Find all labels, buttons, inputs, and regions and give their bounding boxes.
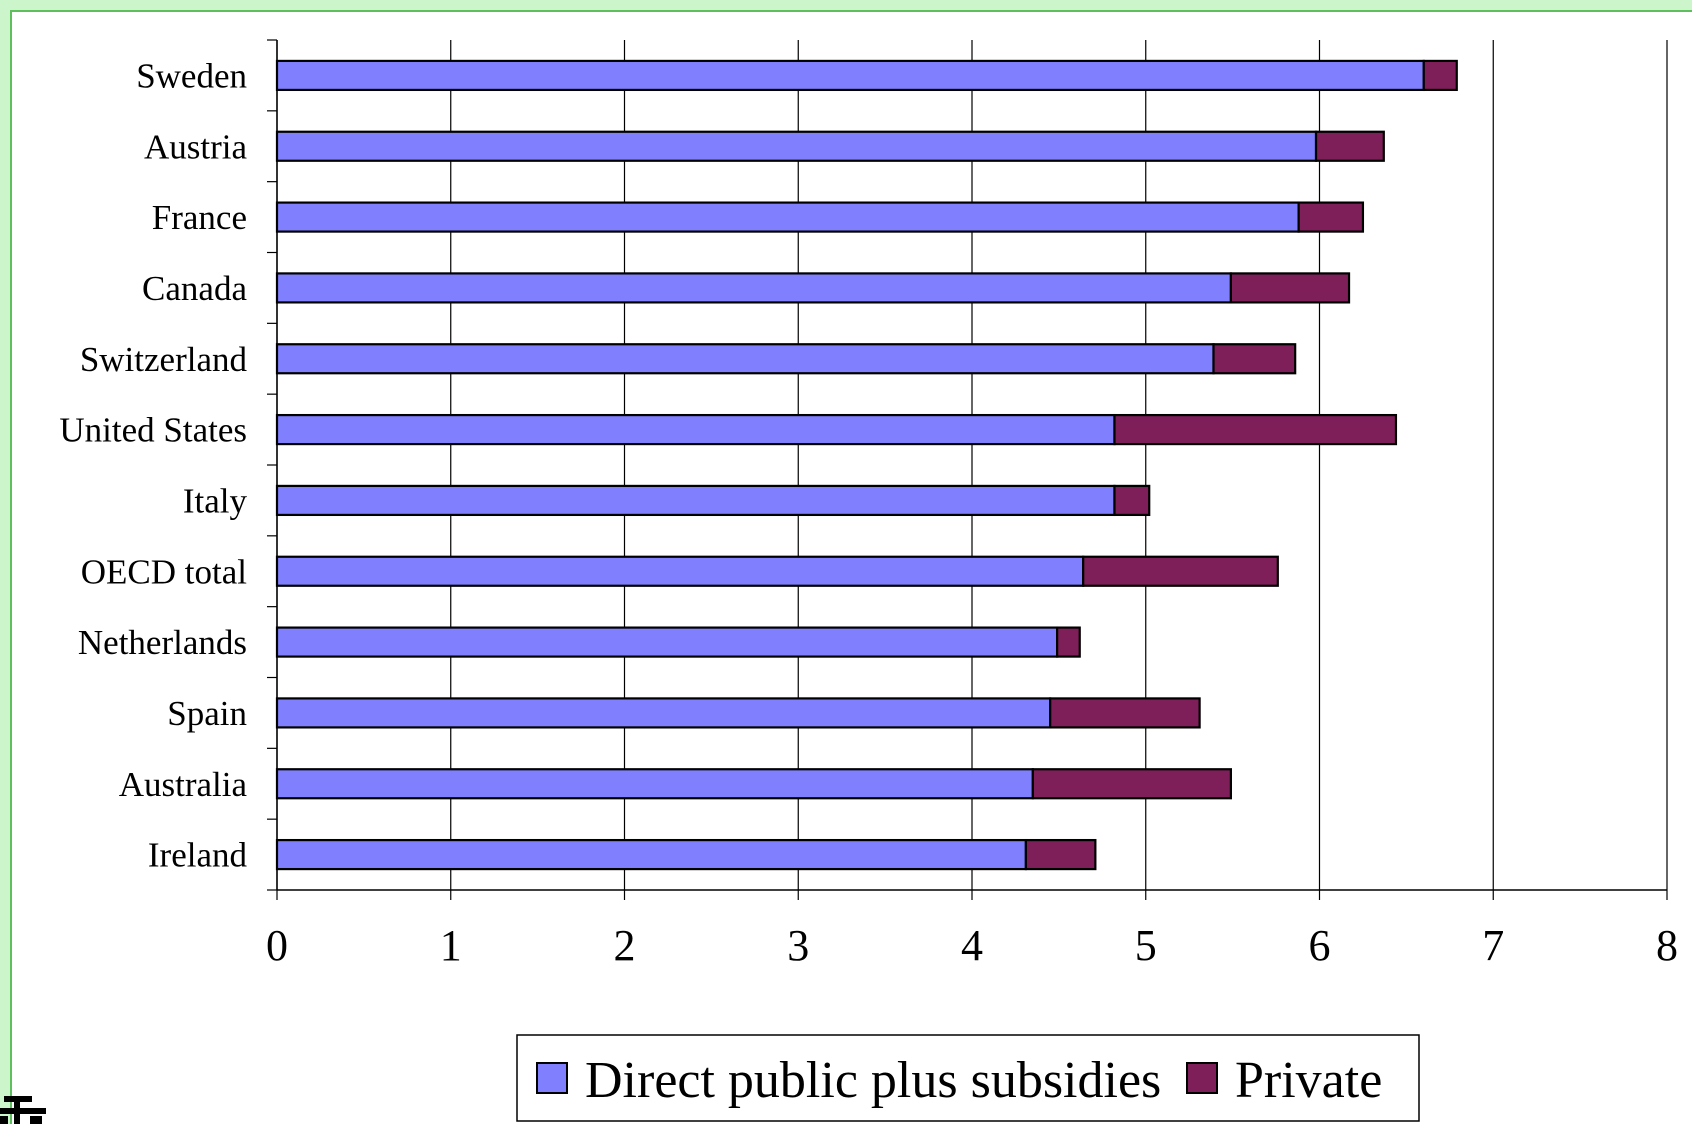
bar-public-italy — [275, 484, 1116, 517]
x-tick-label: 1 — [440, 921, 462, 970]
bar-private-australia — [1031, 768, 1232, 800]
bar-private-ireland — [1024, 838, 1097, 871]
legend-label-private: Private — [1235, 1052, 1382, 1109]
bar-public-france — [275, 201, 1300, 233]
bar-private-united-states — [1113, 413, 1398, 446]
bar-public-ireland — [275, 838, 1027, 871]
category-label: Switzerland — [80, 340, 248, 379]
category-label: Spain — [167, 694, 247, 733]
x-tick-labels: 0 1 2 3 4 5 6 7 8 — [266, 921, 1678, 970]
x-tick-label: 8 — [1656, 921, 1678, 970]
bar-public-australia — [275, 768, 1034, 800]
legend-swatch-public — [536, 1062, 568, 1094]
category-label: France — [152, 198, 247, 237]
bar-private-netherlands — [1056, 626, 1081, 658]
bars — [275, 59, 1458, 871]
bar-private-canada — [1229, 272, 1351, 304]
category-label: Sweden — [136, 56, 247, 95]
bar-public-canada — [275, 272, 1232, 304]
category-label: Ireland — [148, 836, 248, 875]
bar-private-italy — [1113, 484, 1151, 517]
bar-public-united-states — [275, 413, 1116, 446]
bar-public-switzerland — [275, 343, 1215, 375]
x-tick-label: 3 — [787, 921, 809, 970]
corner-mark-icon — [0, 1096, 46, 1124]
category-label: OECD total — [81, 552, 248, 591]
gridlines — [276, 40, 1668, 890]
bar-public-oecd-total — [275, 555, 1085, 587]
bar-private-austria — [1314, 130, 1385, 162]
bar-public-netherlands — [275, 626, 1059, 658]
x-tick-label: 2 — [614, 921, 636, 970]
bar-public-sweden — [275, 59, 1425, 92]
bar-public-spain — [275, 697, 1052, 729]
x-tick-label: 6 — [1309, 921, 1331, 970]
legend-swatch-private — [1186, 1062, 1218, 1094]
bar-private-switzerland — [1212, 343, 1297, 375]
x-tick-label: 5 — [1135, 921, 1157, 970]
axes — [267, 39, 1668, 900]
category-label: Austria — [144, 127, 248, 166]
bar-private-sweden — [1422, 59, 1458, 92]
x-tick-label: 4 — [961, 921, 983, 970]
legend-box — [516, 1034, 1420, 1122]
category-label: Italy — [183, 481, 248, 520]
category-label: Netherlands — [78, 623, 247, 662]
x-tick-label: 0 — [266, 921, 288, 970]
legend-label-public: Direct public plus subsidies — [585, 1052, 1161, 1109]
bar-public-austria — [275, 130, 1318, 162]
bar-private-spain — [1049, 697, 1201, 729]
x-tick-label: 7 — [1482, 921, 1504, 970]
category-label: Canada — [142, 269, 247, 308]
legend: Direct public plus subsidies Private — [516, 1034, 1420, 1122]
category-label: Australia — [119, 765, 248, 804]
category-labels: Sweden Austria France Canada Switzerland Unit… — [59, 56, 247, 874]
bar-private-oecd-total — [1082, 555, 1279, 587]
bar-private-france — [1297, 201, 1365, 233]
category-label: United States — [59, 411, 247, 450]
